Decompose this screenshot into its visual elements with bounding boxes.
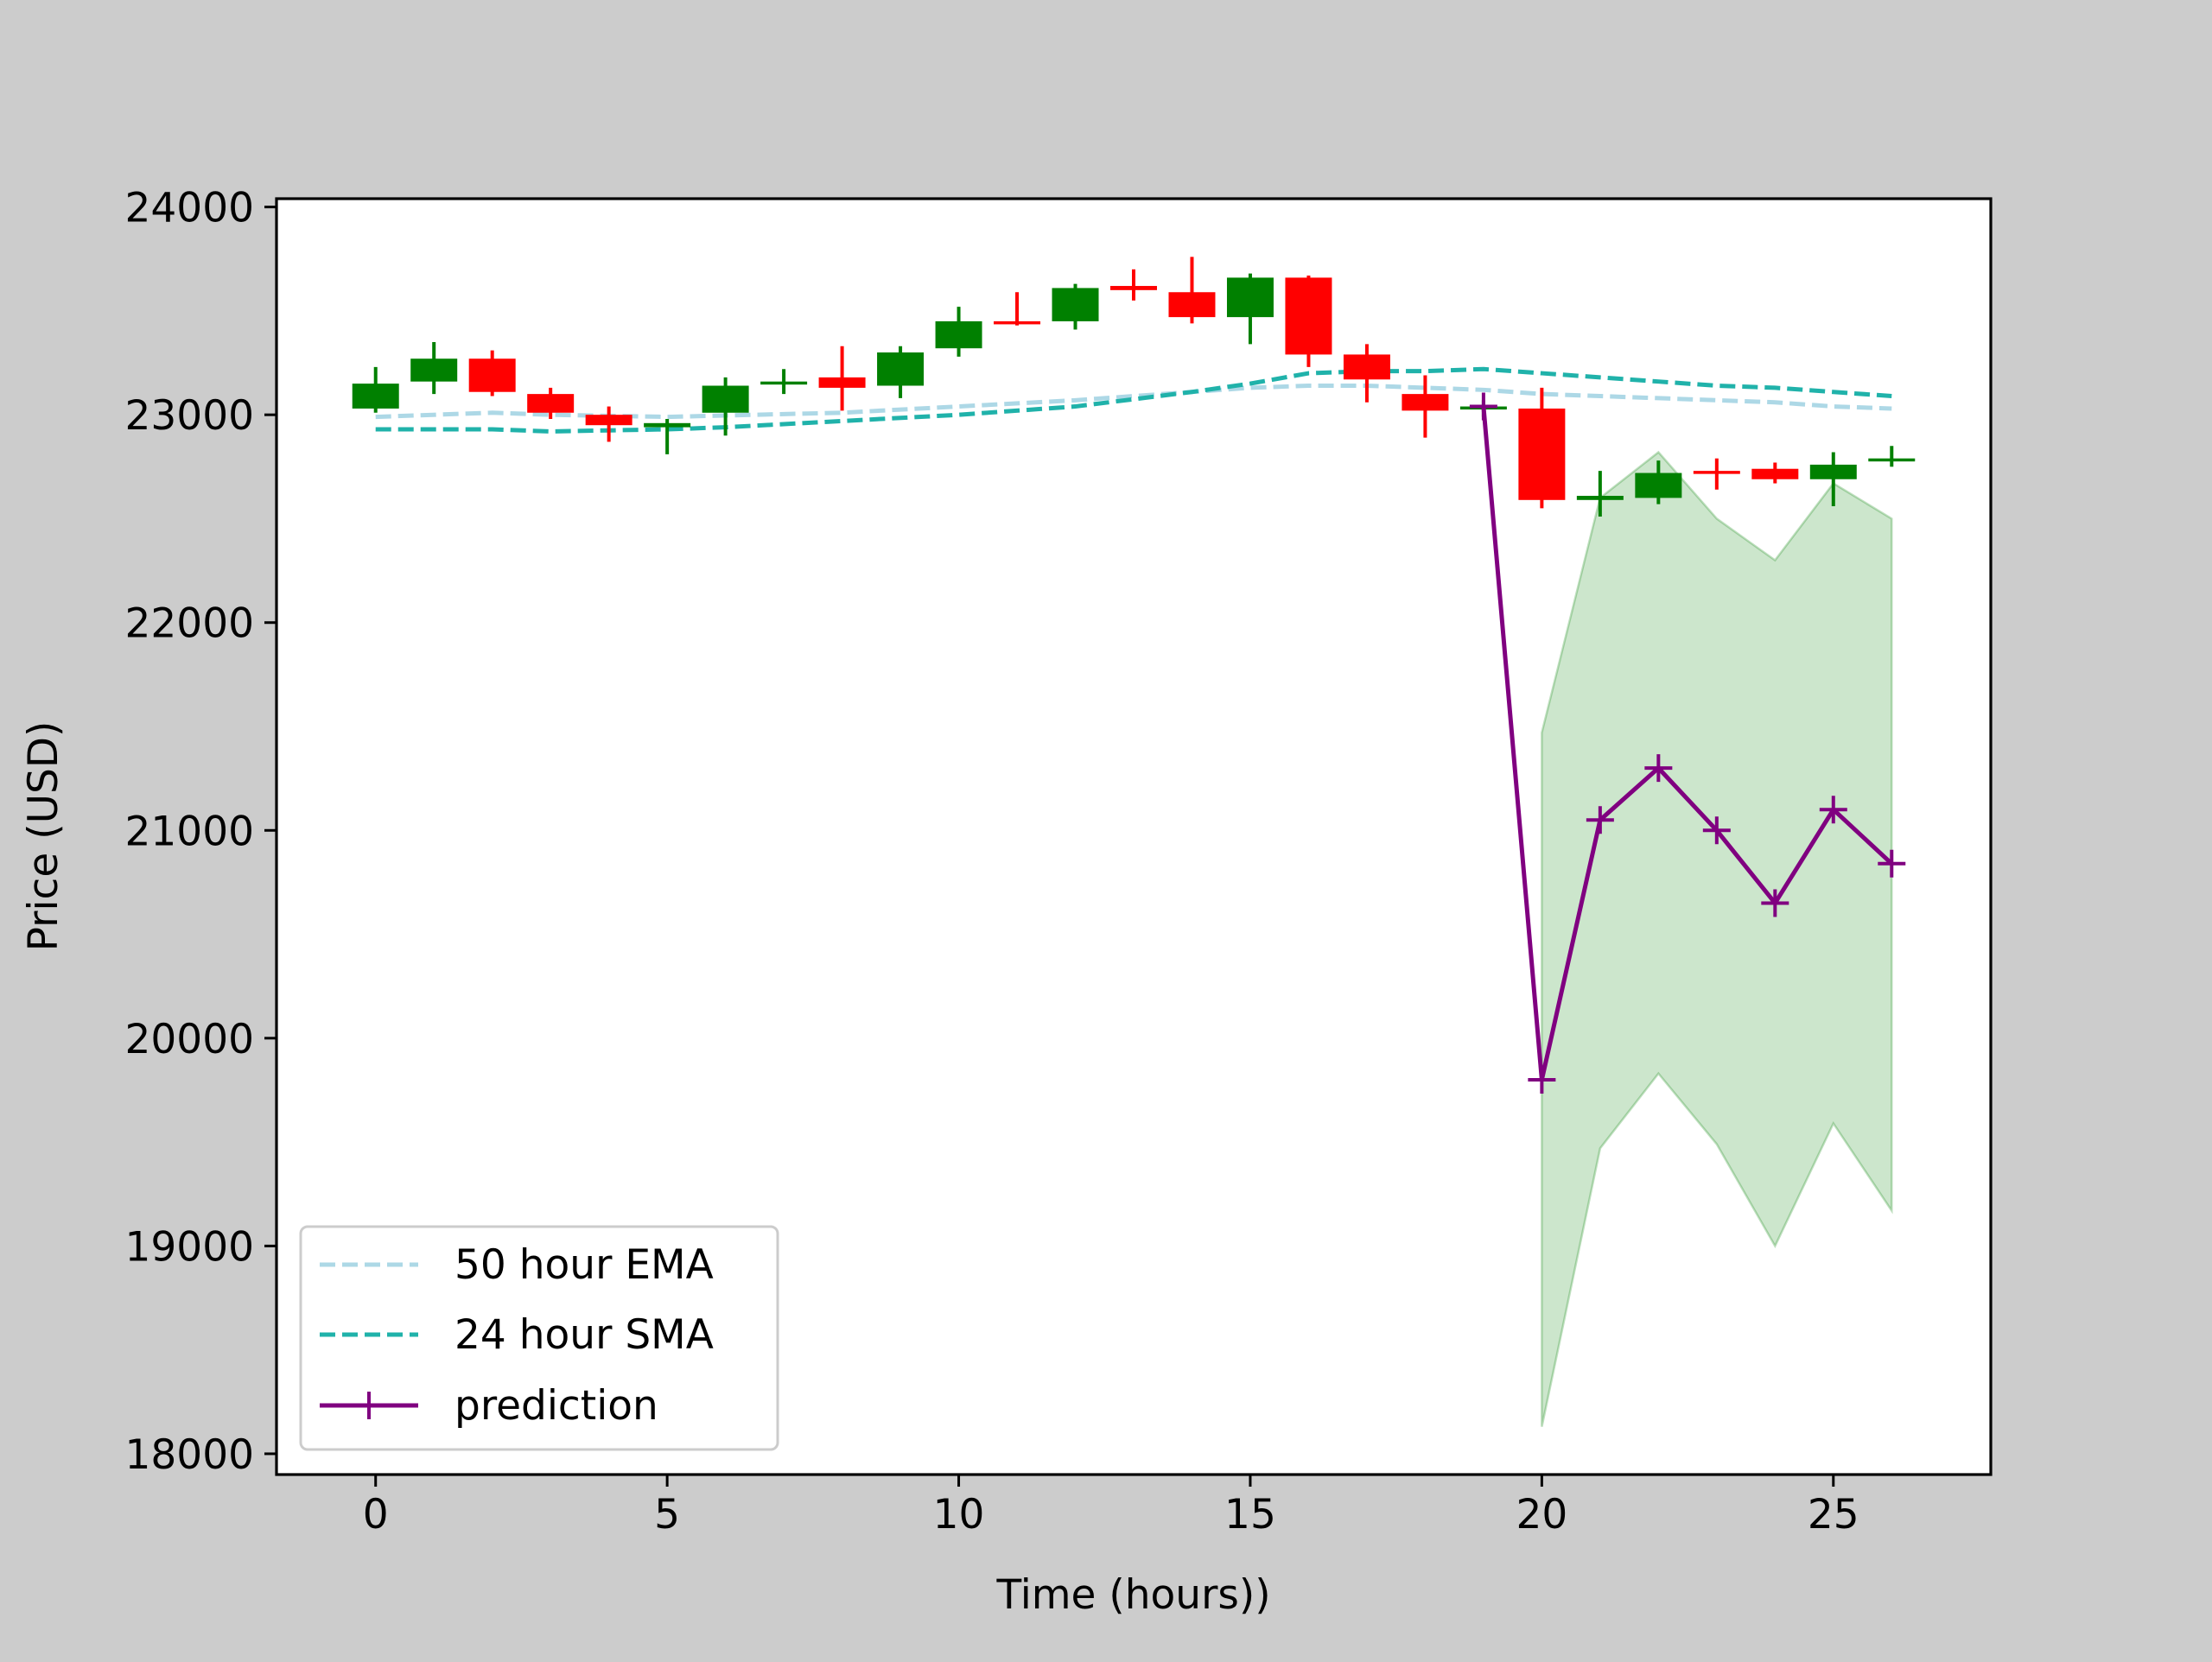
sma-line: [375, 366, 1892, 434]
y-tick-label: 24000: [124, 185, 254, 232]
candle-body: [1110, 286, 1157, 290]
candle-body: [1868, 458, 1916, 462]
candle-body: [1226, 277, 1274, 318]
candle-body: [1518, 408, 1566, 500]
candle-body: [644, 422, 691, 428]
candle-body: [1343, 354, 1390, 380]
prediction-point: [1644, 754, 1673, 783]
y-tick-label: 19000: [124, 1223, 254, 1271]
moving-average-layer: [375, 366, 1892, 434]
legend-label-prediction: prediction: [454, 1382, 658, 1430]
x-tick-label: 0: [363, 1491, 389, 1538]
candle-body: [352, 384, 399, 409]
prediction-point: [1469, 392, 1497, 421]
x-tick-label: 15: [1224, 1491, 1276, 1538]
x-tick-label: 20: [1516, 1491, 1567, 1538]
candle-body: [1809, 464, 1857, 479]
candle-body: [760, 381, 808, 385]
legend: 50 hour EMA 24 hour SMA prediction: [299, 1225, 779, 1451]
legend-label-ema: 50 hour EMA: [454, 1241, 714, 1289]
candle-body: [410, 358, 458, 382]
candle-body: [527, 394, 575, 413]
y-tick-label: 23000: [124, 392, 254, 440]
candle-body: [585, 415, 632, 426]
legend-label-sma: 24 hour SMA: [454, 1311, 714, 1359]
candle-body: [1751, 468, 1799, 479]
y-axis: 18000 19000 20000 21000 22000 23000 24000: [124, 185, 276, 1479]
ema-line: [375, 383, 1892, 420]
prediction-point: [1528, 1065, 1556, 1094]
candle-body: [1402, 394, 1449, 411]
prediction-point: [1819, 796, 1847, 824]
x-axis: 0 5 10 15 20 25: [363, 1475, 1859, 1538]
candle-body: [1693, 471, 1740, 474]
prediction-point: [1761, 889, 1789, 917]
legend-box: [299, 1225, 779, 1451]
prediction-point: [1586, 806, 1614, 834]
y-axis-label: Price (USD): [20, 721, 67, 952]
candle-body: [1168, 292, 1216, 318]
candle-body: [935, 320, 982, 349]
candle-body: [1635, 473, 1682, 498]
plot-frame: [275, 197, 1993, 1476]
y-tick-label: 21000: [124, 808, 254, 855]
y-tick-label: 20000: [124, 1016, 254, 1063]
x-tick-label: 10: [933, 1491, 985, 1538]
candle-body: [1285, 277, 1332, 355]
prediction-layer: [1469, 392, 1906, 1094]
candle-body: [818, 377, 866, 388]
candles-layer: [352, 257, 1916, 517]
candle-body: [468, 358, 516, 392]
prediction-line: [1481, 406, 1893, 1082]
y-tick-label: 18000: [124, 1431, 254, 1479]
candle-body: [1052, 288, 1099, 321]
candle-body: [702, 385, 749, 413]
x-tick-label: 5: [654, 1491, 680, 1538]
candle-body: [1576, 495, 1624, 500]
prediction-point: [1878, 849, 1906, 878]
y-tick-label: 22000: [124, 600, 254, 648]
prediction-point: [1702, 816, 1731, 845]
legend-marker-prediction: [355, 1392, 383, 1419]
x-tick-label: 25: [1808, 1491, 1859, 1538]
candle-body: [994, 320, 1041, 325]
candle-body: [877, 352, 925, 386]
x-axis-label: Time (hours)): [995, 1571, 1270, 1619]
